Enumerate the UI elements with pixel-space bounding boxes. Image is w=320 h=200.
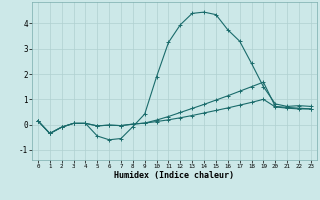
- X-axis label: Humidex (Indice chaleur): Humidex (Indice chaleur): [115, 171, 234, 180]
